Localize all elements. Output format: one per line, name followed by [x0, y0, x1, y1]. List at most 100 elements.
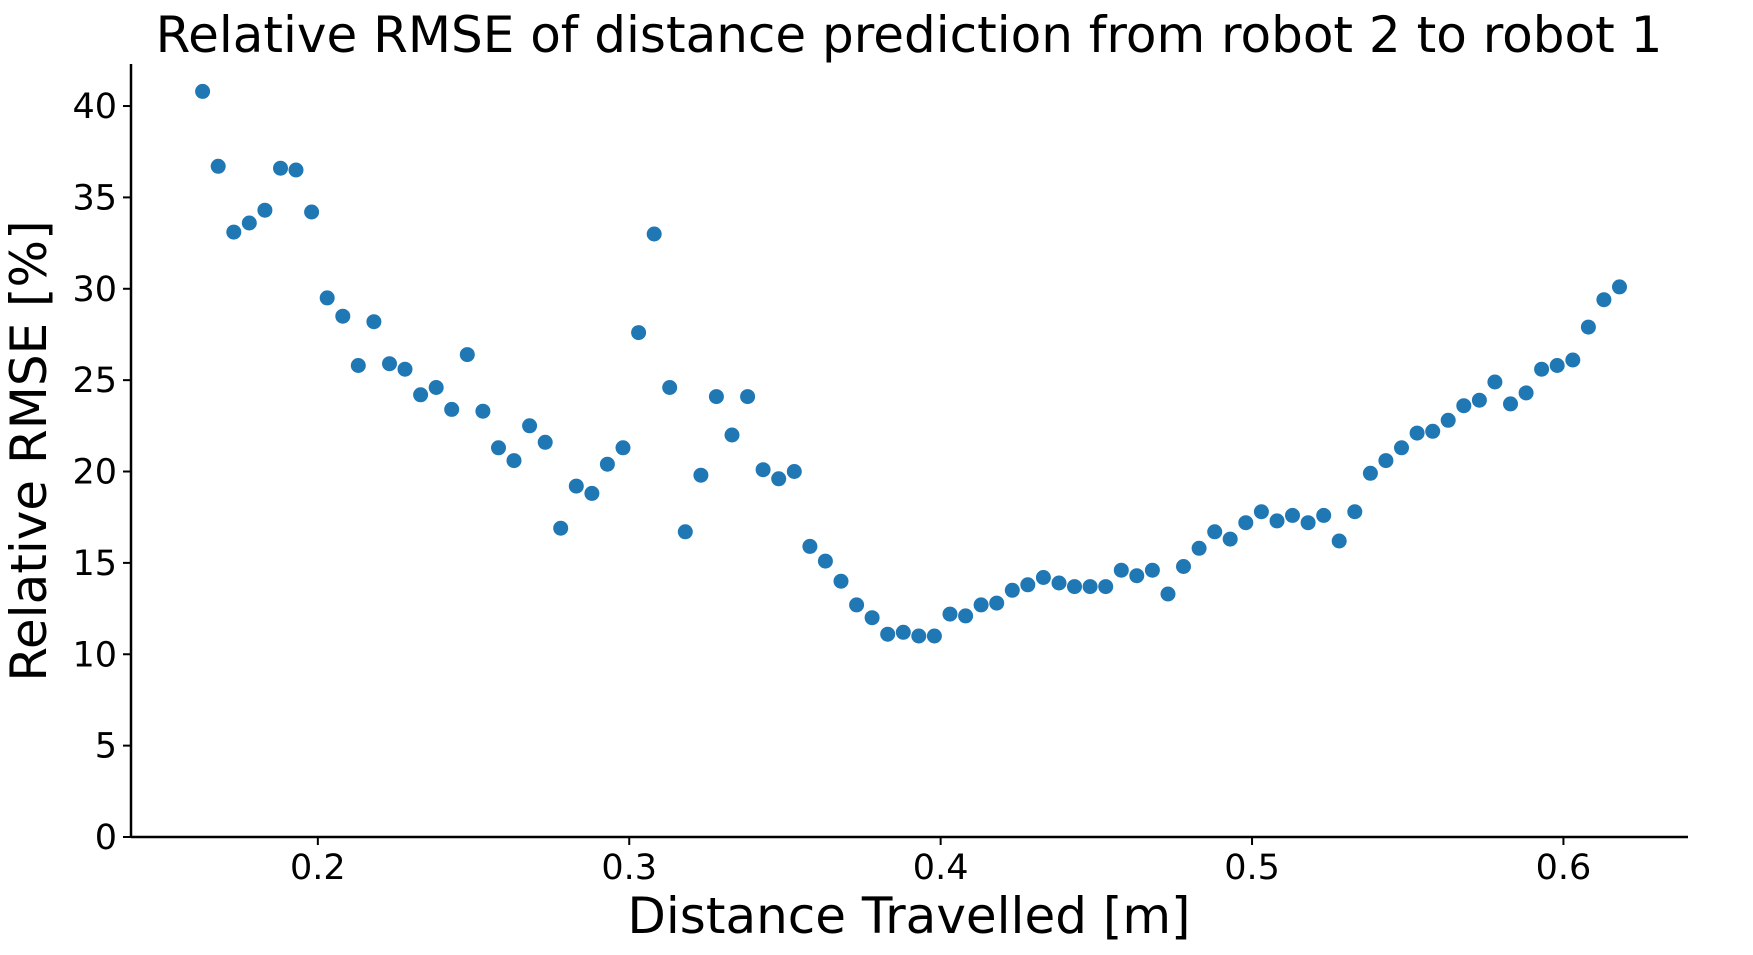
- y-tick-label: 20: [72, 453, 117, 493]
- data-point: [926, 628, 942, 644]
- data-point: [1471, 392, 1487, 408]
- data-point: [880, 626, 896, 642]
- y-axis-label: Relative RMSE [%]: [0, 220, 58, 681]
- data-point: [444, 401, 460, 417]
- data-point: [708, 389, 724, 405]
- data-point: [195, 83, 211, 99]
- data-point: [428, 380, 444, 395]
- data-point: [350, 358, 366, 373]
- data-point: [1300, 515, 1316, 531]
- data-point: [1596, 292, 1612, 308]
- data-point: [1487, 374, 1503, 390]
- data-point: [864, 610, 880, 626]
- data-point: [1316, 507, 1332, 523]
- y-tick-label: 30: [72, 270, 117, 310]
- data-point: [1580, 319, 1596, 335]
- data-point: [677, 524, 693, 540]
- x-tick-label: 0.4: [913, 848, 969, 888]
- data-point: [849, 597, 865, 613]
- data-point: [599, 456, 615, 472]
- data-point: [1378, 453, 1394, 469]
- data-point: [257, 202, 273, 218]
- x-axis-label: Distance Travelled [m]: [627, 887, 1190, 945]
- data-point: [817, 553, 833, 569]
- data-point: [958, 608, 974, 624]
- data-point: [1394, 440, 1409, 456]
- data-point: [1098, 579, 1114, 595]
- data-point: [459, 347, 475, 363]
- y-tick-label: 0: [95, 818, 117, 858]
- data-point: [366, 314, 382, 330]
- x-tick-label: 0.5: [1224, 848, 1280, 888]
- data-point: [895, 624, 911, 640]
- data-point: [1191, 540, 1207, 556]
- data-point: [491, 440, 506, 456]
- data-point: [1440, 412, 1456, 428]
- y-tick-label: 5: [95, 727, 117, 767]
- data-point: [1409, 425, 1425, 441]
- data-point: [226, 224, 242, 240]
- data-point: [1082, 579, 1098, 595]
- data-point: [786, 464, 802, 479]
- data-point: [553, 520, 569, 536]
- data-point: [273, 160, 288, 176]
- data-point: [537, 434, 553, 450]
- x-tick-label: 0.6: [1536, 848, 1592, 888]
- data-point: [942, 606, 958, 622]
- data-point: [382, 356, 397, 372]
- data-points: [195, 83, 1627, 644]
- data-point: [1144, 562, 1160, 578]
- data-point: [1331, 533, 1347, 549]
- data-point: [1503, 396, 1518, 412]
- data-point: [973, 597, 989, 613]
- data-point: [288, 162, 304, 178]
- y-tick-label: 15: [72, 544, 117, 584]
- data-point: [584, 485, 600, 501]
- data-point: [989, 595, 1005, 611]
- data-point: [833, 573, 849, 589]
- data-point: [1269, 513, 1285, 529]
- y-tick-label: 35: [72, 178, 117, 218]
- y-tick-label: 40: [72, 87, 117, 127]
- data-point: [755, 462, 771, 478]
- data-point: [724, 427, 740, 443]
- data-point: [568, 478, 584, 494]
- data-point: [1035, 570, 1051, 585]
- y-axis-ticks: 0 5 10 15 20 25 30 35 40: [72, 87, 131, 858]
- data-point: [1238, 515, 1254, 531]
- y-tick-label: 25: [72, 361, 117, 401]
- data-point: [506, 453, 522, 469]
- data-point: [802, 538, 818, 554]
- data-point: [1362, 465, 1378, 481]
- data-point: [397, 361, 413, 377]
- data-point: [1176, 559, 1191, 574]
- x-axis-ticks: 0.2 0.3 0.4 0.5 0.6: [290, 837, 1591, 888]
- data-point: [1253, 504, 1269, 520]
- data-point: [1207, 524, 1223, 540]
- data-point: [1285, 507, 1300, 523]
- data-point: [1347, 504, 1363, 520]
- data-point: [1222, 531, 1238, 547]
- data-point: [771, 471, 787, 487]
- data-point: [1004, 582, 1020, 598]
- data-point: [1549, 358, 1565, 373]
- data-point: [1534, 361, 1550, 377]
- data-point: [631, 325, 647, 341]
- data-point: [241, 215, 257, 231]
- data-point: [1456, 398, 1472, 414]
- data-point: [662, 380, 678, 395]
- data-point: [646, 226, 662, 242]
- data-point: [615, 440, 631, 456]
- data-point: [413, 387, 429, 403]
- data-point: [1067, 579, 1082, 595]
- data-point: [1020, 577, 1036, 593]
- data-point: [911, 628, 927, 644]
- data-point: [740, 389, 756, 405]
- data-point: [335, 308, 351, 324]
- data-point: [319, 290, 335, 306]
- data-point: [475, 403, 491, 419]
- data-point: [210, 158, 226, 174]
- x-tick-label: 0.3: [601, 848, 657, 888]
- data-point: [1565, 352, 1581, 368]
